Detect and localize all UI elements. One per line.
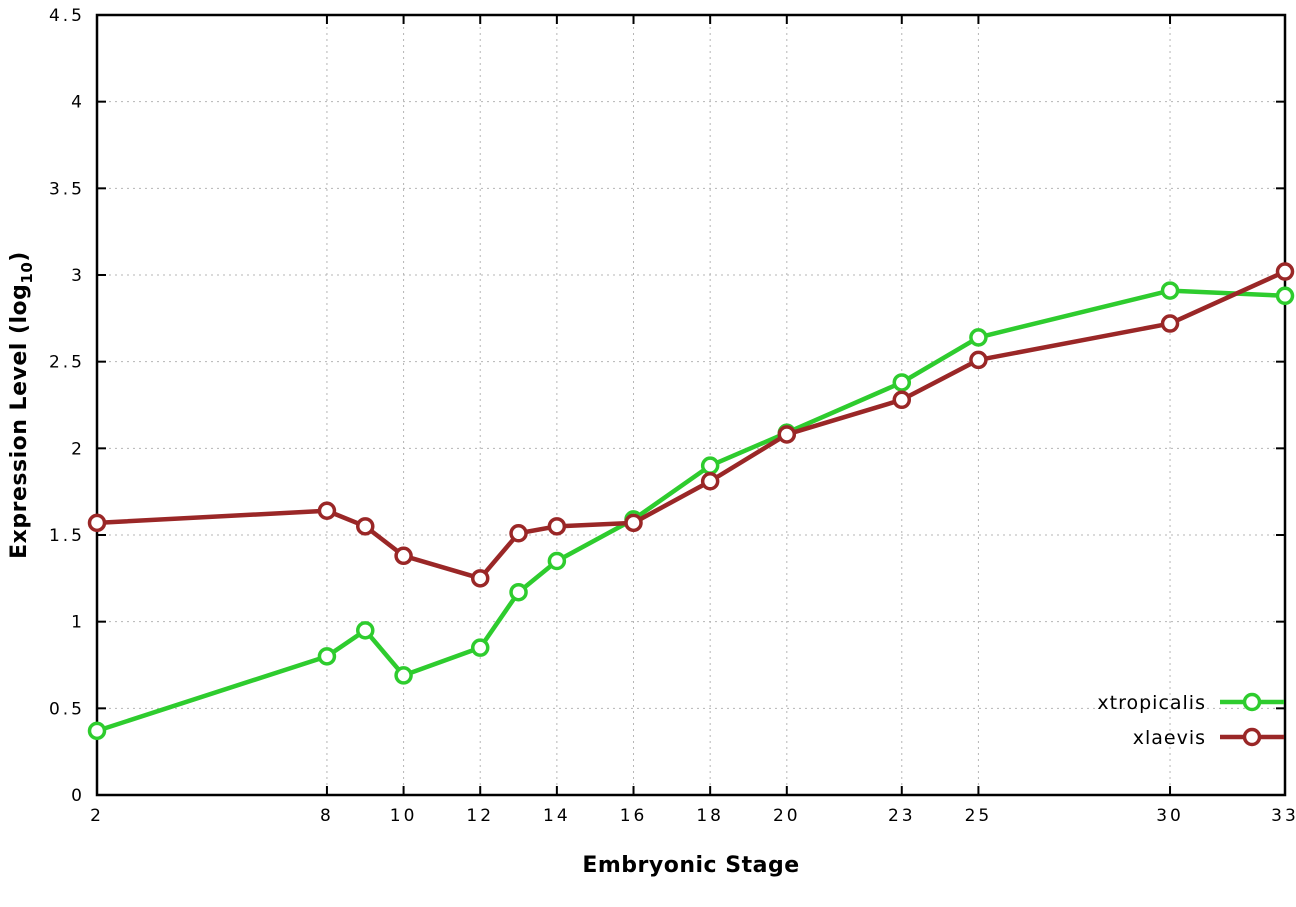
data-point-xtropicalis: [1160, 281, 1180, 300]
data-point-xlaevis: [969, 350, 988, 370]
y-axis-label-close: ): [7, 251, 32, 262]
x-tick-label: 8: [320, 806, 334, 826]
grid: [97, 15, 1285, 795]
y-tick-label: 1: [71, 613, 85, 633]
y-axis-label-main: Expression Level (log: [7, 284, 32, 559]
x-tick-label: 12: [466, 806, 494, 826]
legend-marker: [1242, 727, 1262, 747]
y-tick-label: 2.5: [49, 353, 85, 373]
plot-border: [95, 13, 1287, 797]
data-point-xlaevis: [547, 517, 567, 536]
data-point-xlaevis: [509, 524, 528, 543]
data-point-xlaevis: [356, 517, 375, 536]
x-axis-label: Embryonic Stage: [582, 853, 799, 878]
legend-entry-xlaevis: xlaevis: [1133, 727, 1284, 749]
data-point-xtropicalis: [509, 582, 528, 602]
x-tick-label: 23: [888, 806, 916, 826]
data-point-xlaevis: [700, 472, 720, 491]
data-point-xlaevis: [624, 513, 643, 533]
y-tick-label: 4: [71, 93, 85, 113]
x-tick-label: 2: [90, 806, 104, 826]
data-point-xlaevis: [317, 501, 337, 520]
data-point-xtropicalis: [547, 551, 567, 571]
y-tick-label: 3: [71, 266, 85, 286]
y-axis-label-subscript: 10: [18, 262, 36, 284]
x-tick-label: 18: [696, 806, 724, 826]
legend-entry-xtropicalis: xtropicalis: [1097, 692, 1284, 714]
y-tick-label: 4.5: [49, 6, 85, 26]
y-tick-label: 0.5: [49, 699, 85, 719]
series-layer: [87, 262, 1295, 741]
data-point-xlaevis: [394, 546, 413, 566]
y-tick-label: 0: [71, 786, 85, 806]
legend-label-xtropicalis: xtropicalis: [1097, 692, 1206, 714]
data-point-xtropicalis: [87, 721, 107, 741]
y-tick-label: 1.5: [49, 526, 85, 546]
data-point-xtropicalis: [470, 638, 490, 657]
legend: xtropicalis xlaevis: [1097, 692, 1284, 749]
data-point-xlaevis: [87, 513, 107, 533]
y-tick-label: 2: [71, 439, 85, 459]
y-tick-label: 3.5: [49, 179, 85, 199]
data-point-xtropicalis: [1275, 286, 1295, 306]
data-point-xtropicalis: [700, 456, 720, 475]
x-tick-label: 16: [620, 806, 648, 826]
data-point-xtropicalis: [969, 328, 988, 347]
data-point-xtropicalis: [317, 647, 337, 666]
data-point-xtropicalis: [892, 373, 912, 392]
axis-ticks: 2 8 10 12 14 16 18 20 23 25 30 33 0 0.5 1 1.5 2 2.5 3 3.5 4 4…: [49, 6, 1296, 826]
x-tick-label: 10: [390, 806, 418, 826]
data-point-xlaevis: [1275, 262, 1295, 281]
legend-label-xlaevis: xlaevis: [1133, 727, 1206, 749]
data-point-xtropicalis: [394, 666, 413, 685]
legend-marker: [1242, 692, 1262, 712]
data-point-xlaevis: [777, 425, 797, 444]
x-tick-label: 20: [773, 806, 801, 826]
data-point-xtropicalis: [356, 621, 375, 640]
x-tick-label: 14: [543, 806, 571, 826]
data-point-xlaevis: [892, 390, 912, 410]
y-axis-label: Expression Level (log10): [7, 251, 36, 559]
x-tick-label: 30: [1156, 806, 1184, 826]
x-tick-label: 33: [1271, 806, 1296, 826]
series-line-xtropicalis: [94, 288, 1288, 734]
data-point-xlaevis: [470, 569, 490, 588]
data-point-xlaevis: [1160, 314, 1180, 333]
x-tick-label: 25: [965, 806, 993, 826]
